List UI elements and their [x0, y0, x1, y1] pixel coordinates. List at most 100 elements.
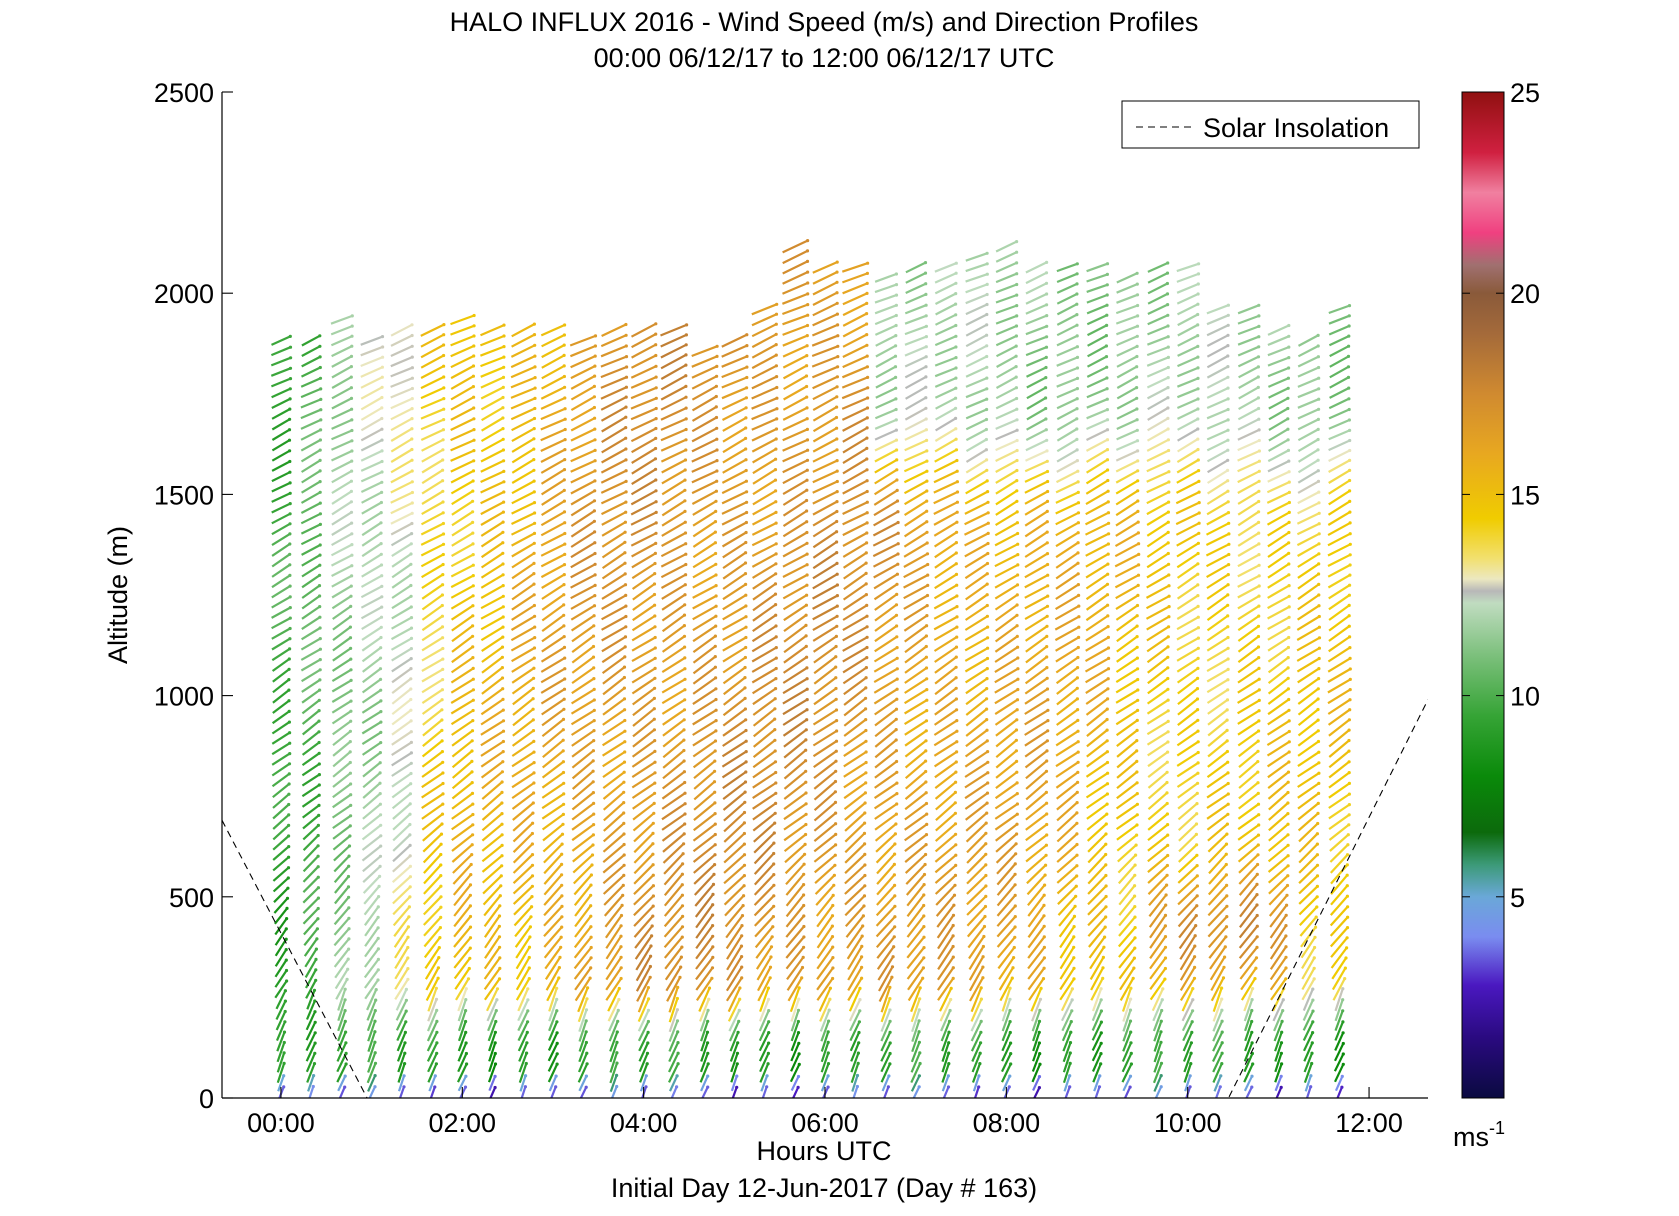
wind-arrow-head [318, 469, 322, 473]
wind-arrow-head [531, 729, 536, 733]
wind-arrow-head [1196, 562, 1200, 566]
wind-arrow [934, 366, 957, 378]
wind-arrow [942, 1086, 950, 1098]
wind-arrow [1206, 324, 1229, 337]
wind-arrow-head [946, 1085, 951, 1089]
wind-arrow-head [863, 884, 867, 888]
wind-arrow-head [835, 519, 839, 524]
wind-arrow-head [283, 1009, 287, 1014]
wind-arrow-head [887, 1074, 891, 1078]
wind-arrow-head [744, 447, 748, 451]
wind-arrow [812, 459, 838, 473]
wind-arrow-head [645, 1062, 649, 1066]
wind-arrow-head [683, 583, 687, 587]
wind-arrow-head [470, 791, 475, 796]
wind-arrow-head [285, 906, 289, 911]
wind-arrow [1176, 377, 1199, 388]
wind-arrow [630, 376, 657, 389]
wind-arrow-head [410, 366, 414, 370]
wind-arrow-head [561, 717, 566, 722]
wind-arrow-head [562, 687, 567, 691]
wind-arrow-head [562, 563, 567, 567]
wind-arrow-head [864, 582, 868, 586]
wind-arrow-head [653, 635, 657, 640]
wind-arrow [451, 490, 474, 506]
wind-arrow-head [468, 936, 473, 940]
wind-arrow-head [621, 883, 625, 888]
wind-arrow-head [925, 688, 929, 692]
wind-arrow-head [440, 698, 444, 702]
wind-arrow [790, 1042, 800, 1062]
wind-arrow-head [1136, 449, 1140, 453]
wind-arrow [633, 915, 654, 938]
wind-arrow-head [1250, 1008, 1254, 1013]
wind-arrow [1115, 469, 1139, 484]
wind-arrow-head [954, 437, 958, 441]
wind-arrow-head [318, 563, 322, 567]
wind-arrow [601, 594, 627, 610]
wind-arrow [933, 719, 958, 736]
wind-arrow-head [924, 749, 928, 753]
wind-arrow [602, 676, 626, 696]
wind-arrow-head [774, 500, 778, 504]
wind-arrow [995, 823, 1018, 842]
wind-arrow [1147, 261, 1169, 273]
wind-arrow [1178, 844, 1198, 863]
wind-arrow [480, 470, 505, 484]
wind-arrow [723, 801, 746, 822]
wind-arrow-head [533, 614, 537, 618]
wind-arrow-head [1166, 530, 1170, 535]
wind-arrow-head [1196, 302, 1200, 306]
wind-arrow [541, 625, 565, 643]
wind-arrow [692, 605, 717, 621]
wind-arrow [331, 564, 353, 577]
wind-arrow [480, 531, 504, 548]
wind-arrow-head [288, 397, 292, 401]
wind-arrow [570, 355, 596, 369]
wind-arrow [842, 593, 868, 611]
wind-arrow [1054, 615, 1080, 631]
wind-arrow [489, 1087, 497, 1098]
wind-arrow [605, 914, 623, 939]
wind-arrow [421, 668, 444, 683]
wind-arrow-head [471, 833, 475, 837]
wind-arrow-head [563, 448, 567, 452]
wind-arrow [693, 802, 716, 821]
wind-arrow-head [402, 1074, 406, 1078]
wind-arrow-head [653, 666, 657, 671]
wind-arrow [970, 1020, 983, 1042]
wind-arrow [543, 936, 563, 959]
wind-arrow-head [532, 531, 537, 536]
wind-arrow [721, 396, 747, 411]
wind-arrow-head [797, 986, 801, 990]
wind-arrow [783, 645, 807, 664]
wind-arrow-head [1166, 635, 1170, 639]
wind-arrow [334, 958, 350, 979]
wind-arrow [786, 956, 805, 981]
wind-arrow-head [532, 676, 536, 680]
wind-arrow [274, 928, 288, 946]
wind-arrow [421, 658, 444, 672]
wind-arrow [751, 646, 777, 663]
wind-arrow-head [314, 968, 318, 972]
wind-arrow [511, 437, 535, 453]
wind-arrow-head [711, 924, 715, 928]
wind-arrow [451, 739, 473, 758]
wind-arrow [1206, 429, 1229, 441]
wind-arrow-head [530, 863, 535, 867]
wind-arrow-head [893, 904, 897, 908]
wind-arrow [880, 1031, 892, 1052]
wind-arrow-head [863, 801, 867, 805]
wind-arrow-head [319, 418, 323, 422]
wind-arrow-head [804, 791, 808, 795]
wind-arrow [726, 935, 743, 960]
wind-arrow-head [653, 771, 657, 775]
wind-arrow [904, 853, 927, 874]
wind-arrow-head [559, 945, 563, 949]
wind-arrow-head [1193, 944, 1197, 948]
wind-arrow [361, 741, 382, 756]
wind-arrow-head [623, 530, 627, 534]
wind-arrow-head [1196, 594, 1200, 598]
wind-arrow [574, 967, 592, 991]
wind-arrow [630, 532, 657, 547]
